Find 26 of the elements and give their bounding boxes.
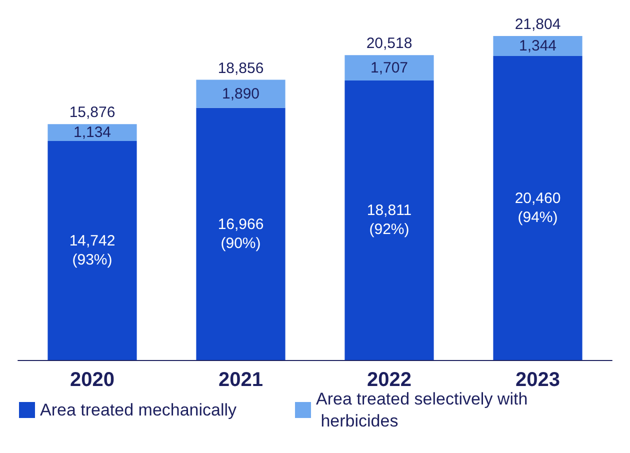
bar [48, 140, 137, 360]
total-label: 20,518 [366, 35, 412, 52]
data-label: 20,460 (94%) [514, 190, 561, 226]
legend-label: Area treated mechanically [40, 400, 238, 420]
total-label: 21,804 [514, 16, 561, 33]
data-label: 1,134 [73, 124, 112, 142]
bar [493, 56, 582, 360]
x-tick-label: 2021 [218, 369, 263, 391]
data-label: 1,707 [370, 59, 408, 76]
data-label: 1,344 [518, 37, 557, 54]
total-label: 18,856 [218, 60, 264, 77]
bar [48, 124, 137, 141]
x-tick-label: 2022 [367, 369, 412, 391]
bar [196, 80, 286, 108]
data-label: 16,966 (90%) [218, 216, 264, 252]
data-label: 14,742 (93%) [69, 232, 116, 268]
x-tick-label: 2023 [516, 369, 560, 391]
total-label: 15,876 [69, 104, 116, 122]
bar [196, 108, 286, 360]
x-tick-label: 2020 [70, 369, 114, 391]
bar [344, 80, 434, 360]
legend-label: Area treated selectively with herbicides [316, 390, 528, 430]
bar [493, 36, 582, 56]
data-label: 18,811 (92%) [366, 202, 412, 238]
bar [344, 55, 434, 80]
data-label: 1,890 [222, 85, 260, 102]
